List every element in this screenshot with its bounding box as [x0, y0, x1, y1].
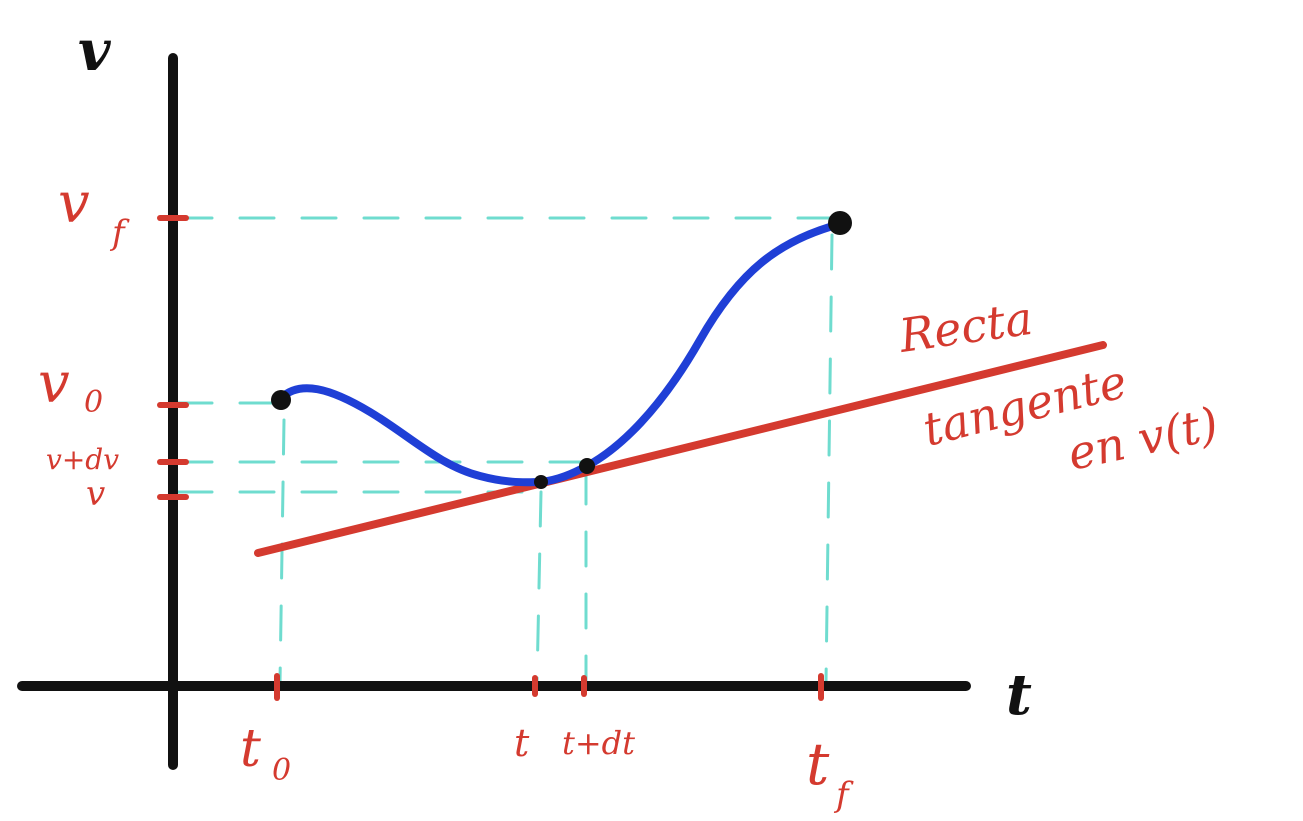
y-tick-marks [157, 215, 189, 500]
velocity-curve [277, 220, 844, 487]
x-tick-marks [274, 673, 824, 701]
label-vf-sub: f [109, 213, 130, 253]
point-tdt [579, 458, 595, 474]
point-final [828, 211, 852, 235]
label-v0: v [38, 351, 70, 416]
label-vdv: v+dv [46, 443, 119, 476]
label-vf: v [58, 171, 90, 236]
annotation-line1: Recta [895, 291, 1036, 363]
label-tf: t [806, 730, 830, 798]
point-initial [271, 390, 291, 410]
label-tf-sub: f [833, 775, 854, 815]
label-v0-sub: 0 [84, 385, 103, 420]
label-t0-sub: 0 [272, 753, 291, 788]
point-t [534, 475, 548, 489]
label-v: v [86, 474, 105, 514]
label-tdt: t+dt [562, 724, 635, 762]
guide-t-vertical [535, 490, 543, 684]
tangent-line [254, 341, 1107, 557]
label-t0: t [240, 719, 261, 779]
x-axis-label: t [1006, 662, 1032, 728]
label-t: t [514, 721, 530, 765]
y-axis-label: v [78, 18, 112, 84]
guide-tf-vertical [824, 233, 834, 684]
